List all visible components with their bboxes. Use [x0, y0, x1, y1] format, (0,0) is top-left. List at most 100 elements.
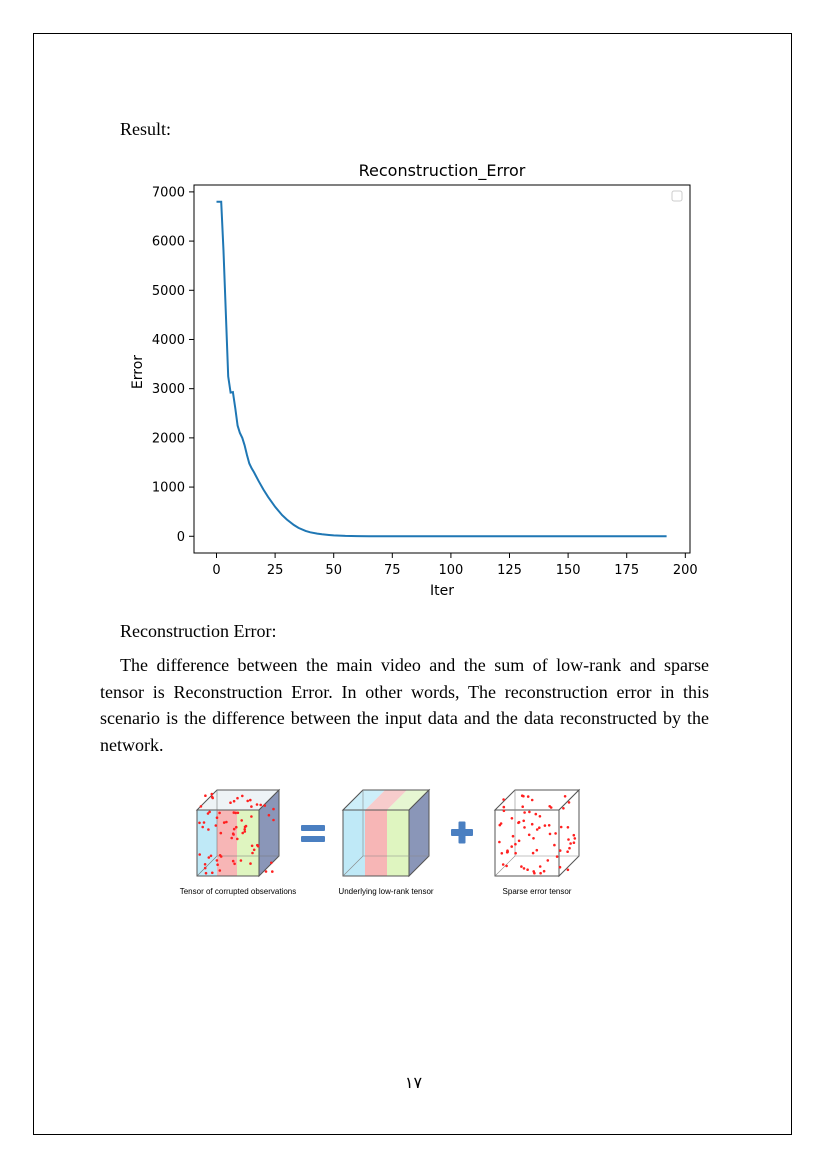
sparse-error-dot: [510, 817, 514, 820]
corrupted-dot: [263, 804, 267, 807]
sparse-error-dot: [572, 841, 576, 844]
sparse-error-dot: [510, 845, 513, 848]
sparse-error-dot: [501, 863, 505, 866]
reconstruction-error-chart: Reconstruction_Error 0 25 50 75 100 125 150 175…: [130, 161, 698, 599]
corrupted-dot: [210, 792, 214, 796]
sparse-error-dot: [535, 848, 539, 852]
corrupted-dot: [202, 821, 206, 824]
sparse-error-dot: [567, 838, 570, 841]
sparse-error-dot: [505, 864, 508, 868]
corrupted-dot: [244, 824, 248, 828]
y-tick-label: 5000: [152, 284, 185, 299]
sparse-error-dot: [535, 828, 539, 831]
sparse-error-dot: [526, 868, 529, 871]
corrupted-dot: [207, 828, 210, 831]
corrupted-dot: [229, 801, 232, 804]
corrupted-dot: [272, 818, 275, 822]
sparse-error-dot: [502, 798, 505, 801]
sparse-error-dot: [555, 855, 559, 858]
sparse-error-dot: [558, 865, 562, 869]
corrupted-dot: [214, 824, 218, 827]
y-tick-label: 6000: [152, 235, 185, 250]
sparse-error-dot: [539, 871, 542, 875]
sparse-error-dot: [559, 825, 563, 829]
corrupted-tensor-cube: [195, 788, 281, 878]
page-number: ١٧: [404, 1075, 423, 1092]
sparse-error-dot: [502, 805, 506, 809]
result-label: Result:: [120, 119, 172, 139]
corrupted-dot: [215, 816, 219, 819]
sparse-error-dot: [500, 852, 504, 855]
corrupted-dot: [246, 799, 249, 803]
corrupted-dot: [251, 851, 254, 855]
y-tick-label: 1000: [152, 481, 185, 496]
corrupted-dot: [252, 848, 256, 852]
corrupted-dot: [222, 821, 226, 824]
corrupted-dot: [235, 825, 238, 829]
corrupted-dot: [267, 813, 271, 817]
corrupted-dot: [210, 795, 214, 799]
corrupted-dot: [243, 830, 247, 833]
corrupted-dot: [250, 844, 254, 848]
caption-corrupted: Tensor of corrupted observations: [180, 887, 297, 896]
low-rank-tensor-cube: [341, 788, 431, 878]
sparse-error-dot: [553, 843, 556, 847]
x-axis-label: Iter: [430, 583, 454, 599]
y-tick-label: 3000: [152, 382, 185, 397]
corrupted-dot: [259, 803, 262, 807]
sparse-error-dot: [566, 850, 569, 853]
body-paragraph: The difference between the main video an…: [100, 655, 709, 755]
sparse-error-dot: [506, 849, 509, 852]
sparse-error-dot: [527, 833, 531, 837]
y-axis-label: Error: [130, 355, 146, 389]
sparse-error-dot: [522, 819, 525, 823]
corrupted-dot: [219, 831, 223, 835]
corrupted-dot: [256, 843, 259, 847]
sparse-error-dot: [528, 810, 531, 814]
corrupted-dot: [250, 815, 253, 818]
caption-low-rank: Underlying low-rank tensor: [338, 887, 433, 896]
sparse-error-dot: [532, 837, 535, 840]
empty-legend: [671, 190, 683, 202]
corrupted-dot: [255, 803, 259, 806]
x-tick-label: 100: [438, 563, 463, 578]
y-tick-label: 4000: [152, 333, 185, 348]
corrupted-dot: [231, 832, 235, 835]
x-tick-label: 0: [212, 563, 220, 578]
sparse-error-dot: [569, 842, 572, 845]
corrupted-dot: [204, 794, 207, 797]
sparse-error-dot: [511, 834, 515, 838]
sparse-error-dot: [567, 801, 571, 804]
corrupted-dot: [198, 853, 201, 856]
corrupted-dot: [215, 859, 219, 862]
corrupted-dot: [203, 866, 207, 870]
x-tick-label: 50: [325, 563, 342, 578]
corrupted-dot: [232, 799, 236, 803]
corrupted-dot: [232, 827, 236, 831]
sparse-error-dot: [562, 807, 565, 810]
x-tick-label: 175: [614, 563, 639, 578]
sparse-error-dot: [530, 798, 534, 802]
sparse-error-dot: [514, 842, 517, 846]
x-tick-label: 75: [384, 563, 401, 578]
corrupted-dot: [236, 796, 239, 800]
sparse-error-dot: [520, 865, 523, 868]
sparse-error-dot: [538, 815, 542, 818]
corrupted-dot: [234, 811, 237, 815]
plot-area: [193, 184, 691, 554]
sparse-error-dot: [547, 824, 551, 827]
sparse-error-dot: [523, 811, 526, 814]
plus-sign: [451, 821, 473, 844]
sparse-error-dot: [534, 812, 538, 816]
x-tick-label: 200: [673, 563, 698, 578]
x-tick-label: 125: [497, 563, 522, 578]
corrupted-dot: [243, 828, 246, 831]
sparse-error-dot: [546, 859, 550, 862]
sparse-error-dot: [498, 823, 502, 827]
sparse-error-dot: [538, 826, 541, 829]
corrupted-dot: [204, 871, 208, 875]
y-tick-label: 0: [177, 530, 185, 545]
corrupted-dot: [225, 820, 228, 824]
corrupted-dot: [203, 863, 207, 866]
series-line: [216, 200, 667, 538]
